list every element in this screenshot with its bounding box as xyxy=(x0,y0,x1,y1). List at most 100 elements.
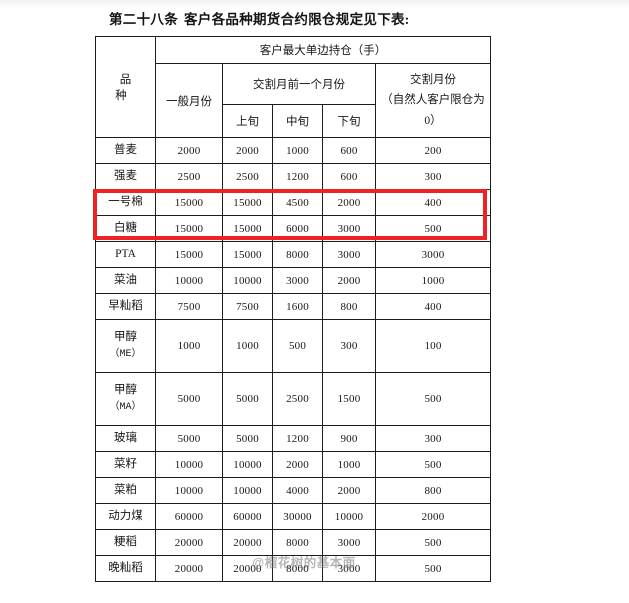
cell-general: 15000 xyxy=(155,241,223,268)
cell-early: 10000 xyxy=(222,477,273,504)
cell-early: 7500 xyxy=(222,293,273,320)
cell-general: 60000 xyxy=(155,503,223,530)
cell-early: 15000 xyxy=(222,241,273,268)
cell-late: 3000 xyxy=(322,555,376,582)
cell-delivery: 500 xyxy=(375,555,491,582)
column-header-max-position: 客户最大单边持仓（手） xyxy=(155,36,491,64)
cell-general: 7500 xyxy=(155,293,223,320)
delivery-month-line-2: （自然人客户限仓为 xyxy=(381,94,485,107)
cell-late: 1000 xyxy=(322,451,376,478)
cell-mid: 30000 xyxy=(272,503,323,530)
cell-general: 2500 xyxy=(155,163,223,190)
table-row: 动力煤 60000 60000 30000 10000 2000 xyxy=(95,503,491,530)
cell-mid: 8000 xyxy=(272,529,323,556)
cell-late: 800 xyxy=(322,293,376,320)
cell-early: 2000 xyxy=(222,137,273,164)
cell-variety: 白糖 xyxy=(95,215,156,242)
cell-variety-subcode: （ME） xyxy=(109,349,142,361)
table-row: PTA 15000 15000 8000 3000 3000 xyxy=(95,241,491,268)
cell-delivery: 400 xyxy=(375,189,491,216)
cell-late: 3000 xyxy=(322,241,376,268)
cell-delivery: 200 xyxy=(375,137,491,164)
cell-mid: 1200 xyxy=(272,425,323,452)
cell-early: 15000 xyxy=(222,215,273,242)
cell-mid: 8000 xyxy=(272,555,323,582)
header-row-group: 品 种 客户最大单边持仓（手） xyxy=(95,36,491,138)
cell-early: 60000 xyxy=(222,503,273,530)
cell-delivery: 2000 xyxy=(375,503,491,530)
cell-late: 600 xyxy=(322,163,376,190)
column-header-variety: 品 种 xyxy=(95,36,156,138)
cell-late: 900 xyxy=(322,425,376,452)
cell-delivery: 500 xyxy=(375,372,491,426)
table-row: 玻璃 5000 5000 1200 900 300 xyxy=(95,425,491,452)
cell-general: 5000 xyxy=(155,425,223,452)
column-header-delivery-month: 交割月份 （自然人客户限仓为 0） xyxy=(375,63,491,138)
cell-late: 3000 xyxy=(322,215,376,242)
cell-early: 1000 xyxy=(222,319,273,373)
cell-variety: 晚籼稻 xyxy=(95,555,156,582)
table-row: 普麦 2000 2000 1000 600 200 xyxy=(95,137,491,164)
cell-general: 5000 xyxy=(155,372,223,426)
cell-variety: 玻璃 xyxy=(95,425,156,452)
cell-general: 2000 xyxy=(155,137,223,164)
cell-early: 2500 xyxy=(222,163,273,190)
cell-general: 10000 xyxy=(155,451,223,478)
cell-late: 2000 xyxy=(322,477,376,504)
cell-delivery: 800 xyxy=(375,477,491,504)
cell-mid: 8000 xyxy=(272,241,323,268)
cell-early: 20000 xyxy=(222,529,273,556)
cell-delivery: 1000 xyxy=(375,267,491,294)
column-header-early-ten-days: 上旬 xyxy=(222,104,273,138)
cell-general: 15000 xyxy=(155,189,223,216)
cell-variety: 菜粕 xyxy=(95,477,156,504)
table-header: 品 种 客户最大单边持仓（手） 一般月份 交割月前一个月份 交割月份 （自然人客… xyxy=(95,36,491,138)
position-limit-table: 品 种 客户最大单边持仓（手） 一般月份 交割月前一个月份 交割月份 （自然人客… xyxy=(95,36,491,582)
cell-late: 600 xyxy=(322,137,376,164)
cell-late: 10000 xyxy=(322,503,376,530)
cell-late: 2000 xyxy=(322,267,376,294)
table-row: 甲醇 （ME） 1000 1000 500 300 100 xyxy=(95,319,491,373)
cell-general: 15000 xyxy=(155,215,223,242)
delivery-month-line-3: 0） xyxy=(424,114,442,127)
cell-delivery: 3000 xyxy=(375,241,491,268)
paper-top-edge xyxy=(0,0,629,9)
cell-general: 1000 xyxy=(155,319,223,373)
cell-mid: 4000 xyxy=(272,477,323,504)
cell-mid: 1600 xyxy=(272,293,323,320)
cell-delivery: 500 xyxy=(375,215,491,242)
cell-variety: 甲醇 （MA） xyxy=(95,372,156,426)
table-row: 晚籼稻 20000 20000 8000 3000 500 xyxy=(95,555,491,582)
cell-late: 1500 xyxy=(322,372,376,426)
cell-early: 10000 xyxy=(222,451,273,478)
cell-variety: 一号棉 xyxy=(95,189,156,216)
table-row: 早籼稻 7500 7500 1600 800 400 xyxy=(95,293,491,320)
cell-early: 5000 xyxy=(222,372,273,426)
cell-delivery: 400 xyxy=(375,293,491,320)
cell-variety: 菜油 xyxy=(95,267,156,294)
cell-early: 10000 xyxy=(222,267,273,294)
table-row: 一号棉 15000 15000 4500 2000 400 xyxy=(95,189,491,216)
table-row: 甲醇 （MA） 5000 5000 2500 1500 500 xyxy=(95,372,491,426)
cell-variety: 动力煤 xyxy=(95,503,156,530)
article-title-text: 客户各品种期货合约限仓规定见下表: xyxy=(184,12,410,27)
table-row: 菜油 10000 10000 3000 2000 1000 xyxy=(95,267,491,294)
header-row-tendays: 上旬 中旬 下旬 xyxy=(96,104,491,138)
column-header-general-month: 一般月份 xyxy=(155,63,223,138)
cell-general: 10000 xyxy=(155,477,223,504)
cell-mid: 3000 xyxy=(272,267,323,294)
cell-mid: 4500 xyxy=(272,189,323,216)
cell-early: 5000 xyxy=(222,425,273,452)
cell-variety: 早籼稻 xyxy=(95,293,156,320)
page-title: 第二十八条 客户各品种期货合约限仓规定见下表: xyxy=(109,8,410,28)
cell-late: 2000 xyxy=(322,189,376,216)
table-body: 普麦 2000 2000 1000 600 200 强麦 2500 2500 1200 600 300… xyxy=(95,137,491,582)
cell-delivery: 300 xyxy=(375,163,491,190)
cell-early: 20000 xyxy=(222,555,273,582)
table-row: 菜粕 10000 10000 4000 2000 800 xyxy=(95,477,491,504)
cell-general: 20000 xyxy=(155,555,223,582)
cell-late: 300 xyxy=(322,319,376,373)
cell-mid: 1200 xyxy=(272,163,323,190)
cell-variety: 菜籽 xyxy=(95,451,156,478)
cell-variety: 粳稻 xyxy=(95,529,156,556)
